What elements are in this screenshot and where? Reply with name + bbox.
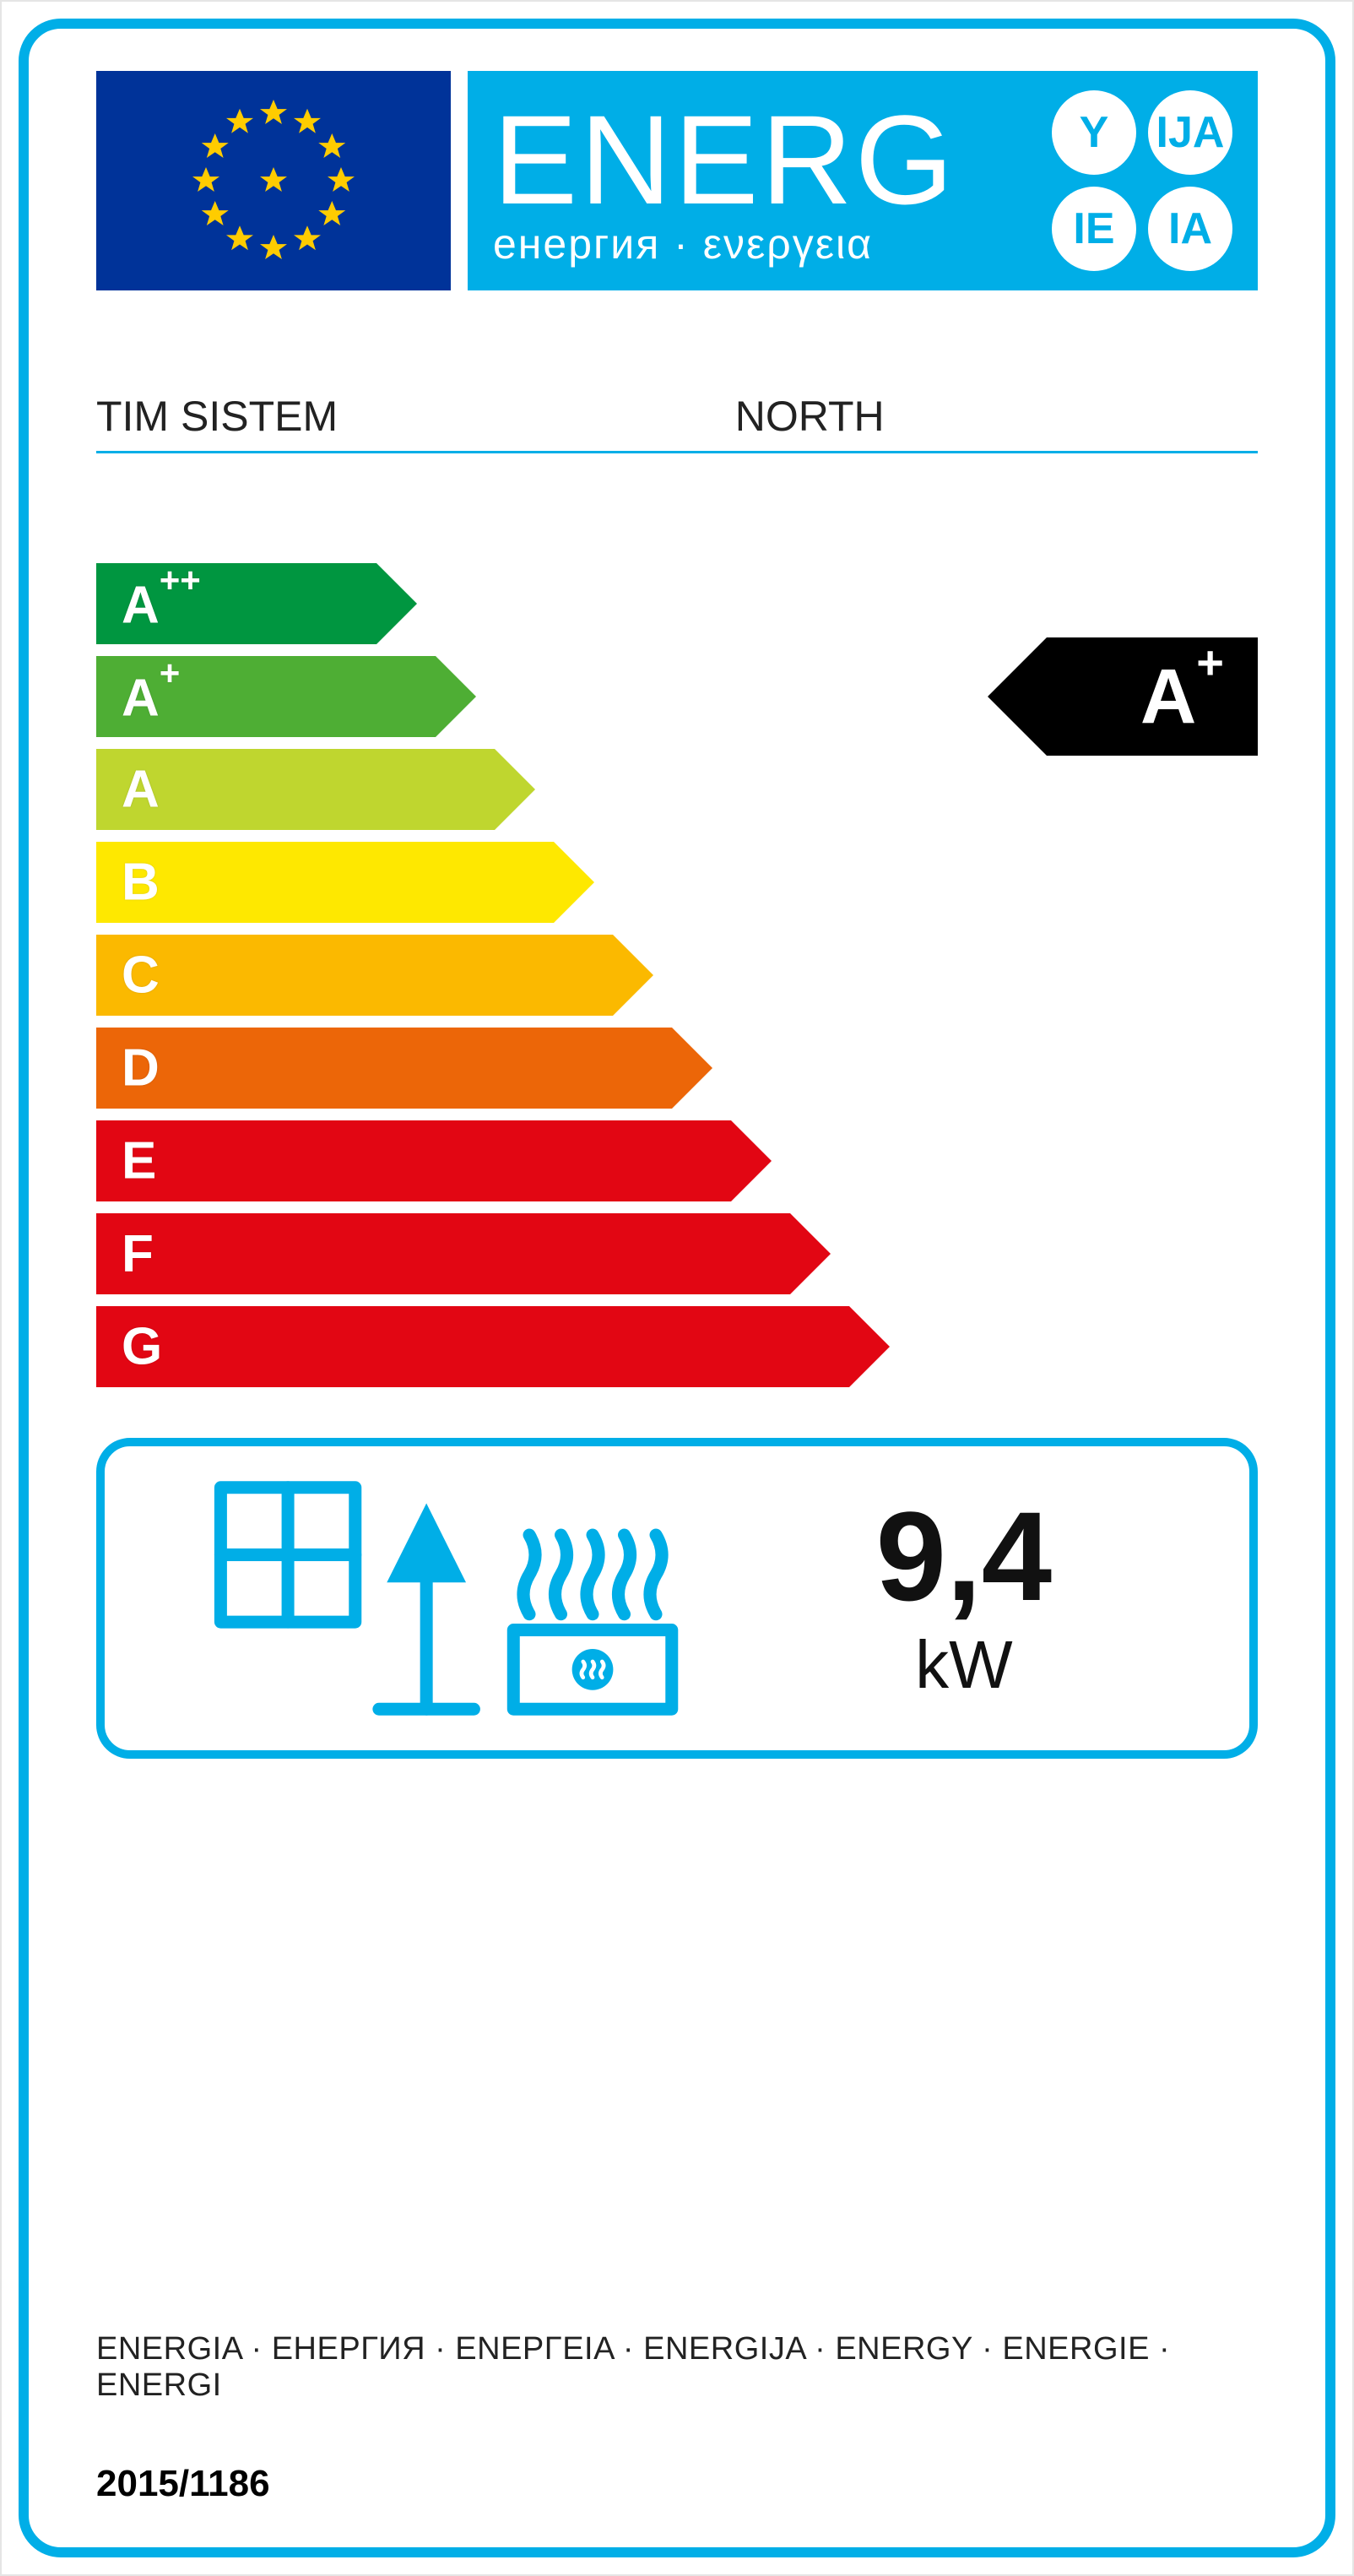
rating-arrow-label: D (122, 1039, 160, 1098)
model-name: NORTH (735, 392, 1258, 441)
rating-arrow: D (96, 1028, 1258, 1109)
rating-area: A++ A+ ABCDEFG A+ (96, 563, 1258, 1387)
heater-icon-group (155, 1446, 729, 1750)
suffix-circle: IA (1148, 187, 1232, 271)
rating-arrow: E (96, 1120, 1258, 1201)
supplier-name: TIM SISTEM (96, 392, 735, 441)
footer-area: ENERGIA · ЕНЕРГИЯ · ΕΝΕΡΓΕΙΑ · ENERGIJA … (96, 2331, 1258, 2505)
power-value: 9,4 (729, 1493, 1199, 1619)
rating-arrow-label: G (122, 1317, 162, 1377)
header-banner: ENERG енергия · ενεργεια Y IJA IE IA (96, 71, 1258, 290)
energ-word: ENERG (493, 96, 1035, 223)
energ-text: ENERG енергия · ενεργεια (493, 96, 1035, 265)
energies-line: ENERGIA · ЕНЕРГИЯ · ΕΝΕΡΓΕΙΑ · ENERGIJA … (96, 2331, 1258, 2404)
energy-label-frame: ENERG енергия · ενεργεια Y IJA IE IA TIM… (19, 19, 1335, 2557)
rating-arrow: F (96, 1213, 1258, 1294)
rating-arrow: B (96, 842, 1258, 923)
rating-arrow-label: A (122, 760, 160, 820)
rating-arrow-label: C (122, 946, 160, 1006)
product-class-label: A+ (1140, 652, 1224, 741)
rating-arrow-label: E (122, 1131, 156, 1191)
power-output-box: 9,4 kW (96, 1438, 1258, 1759)
rating-arrow: G (96, 1306, 1258, 1387)
eu-flag (96, 71, 451, 290)
rating-arrow: A++ (96, 563, 1258, 644)
energ-block: ENERG енергия · ενεργεια Y IJA IE IA (468, 71, 1258, 290)
rating-arrow: C (96, 935, 1258, 1016)
product-class-arrow: A+ (988, 637, 1258, 756)
rating-arrow-label: F (122, 1224, 154, 1284)
meta-row: TIM SISTEM NORTH (96, 392, 1258, 453)
rating-arrow-label: A++ (122, 572, 201, 636)
rating-arrow-label: B (122, 853, 160, 913)
power-readout: 9,4 kW (729, 1493, 1199, 1704)
energ-suffix-grid: Y IJA IE IA (1052, 90, 1232, 271)
suffix-circle: Y (1052, 90, 1136, 175)
regulation-number: 2015/1186 (96, 2463, 1258, 2505)
suffix-circle: IJA (1148, 90, 1232, 175)
suffix-circle: IE (1052, 187, 1136, 271)
rating-arrow-label: A+ (122, 665, 180, 729)
rating-arrow: A (96, 749, 1258, 830)
power-unit: kW (729, 1626, 1199, 1704)
